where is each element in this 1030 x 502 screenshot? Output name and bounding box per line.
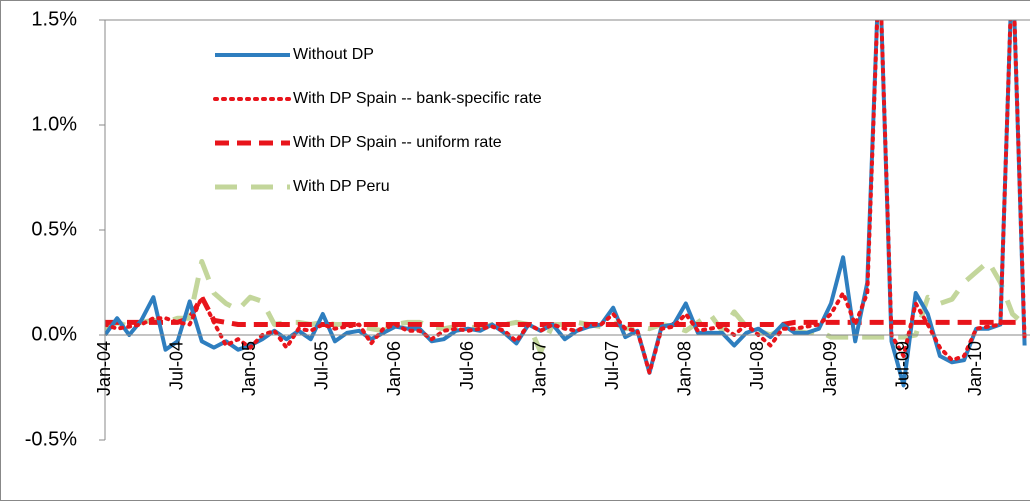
- x-tick-label: Jul-08: [747, 341, 767, 390]
- x-tick-label: Jul-07: [602, 341, 622, 390]
- series-line: [105, 294, 1025, 327]
- x-tick-label: Jan-10: [965, 341, 985, 396]
- y-tick-label: 1.5%: [31, 8, 77, 30]
- x-tick-label: Jul-05: [312, 341, 332, 390]
- x-tick-label: Jul-06: [457, 341, 477, 390]
- y-tick-label: 0.0%: [31, 323, 77, 345]
- x-tick-label: Jan-07: [529, 341, 549, 396]
- legend-label: With DP Spain -- bank-specific rate: [293, 90, 542, 107]
- y-tick-label: -0.5%: [25, 428, 77, 450]
- series-line: [105, 20, 1027, 375]
- x-tick-label: Jan-04: [94, 341, 114, 396]
- x-tick-label: Jan-09: [820, 341, 840, 396]
- y-tick-label: 1.0%: [31, 113, 77, 135]
- legend-label: Without DP: [293, 46, 374, 63]
- x-tick-label: Jan-05: [239, 341, 259, 396]
- x-tick-label: Jan-08: [675, 341, 695, 396]
- x-tick-label: Jul-04: [166, 341, 186, 390]
- x-tick-label: Jan-06: [384, 341, 404, 396]
- plot-lines: [105, 20, 1027, 388]
- legend-label: With DP Spain -- uniform rate: [293, 134, 502, 151]
- legend-label: With DP Peru: [293, 178, 390, 195]
- x-tick-label: Jul-09: [892, 341, 912, 390]
- y-tick-label: 0.5%: [31, 218, 77, 240]
